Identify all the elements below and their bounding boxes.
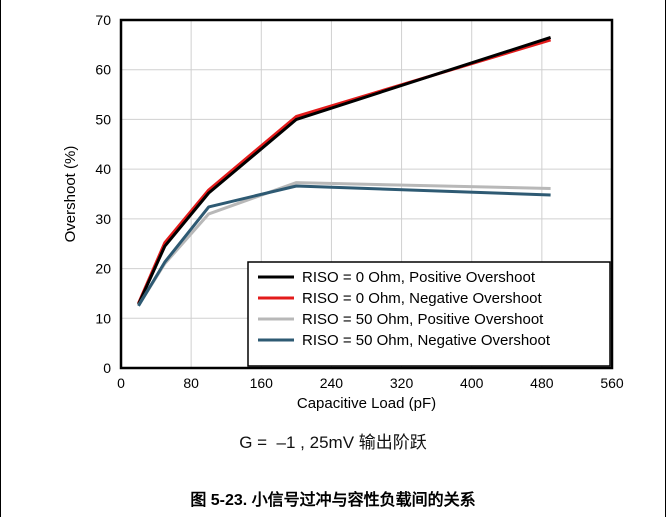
x-tick-label: 320 xyxy=(390,375,414,391)
x-tick-label: 480 xyxy=(530,375,554,391)
series-line-1 xyxy=(137,35,552,306)
x-tick-labels: 0 80 160 240 320 400 480 560 xyxy=(117,375,624,391)
y-tick-label: 60 xyxy=(95,62,111,78)
x-tick-label: 400 xyxy=(460,375,484,391)
y-tick-label: 10 xyxy=(95,310,111,326)
x-tick-label: 560 xyxy=(600,375,624,391)
y-tick-label: 0 xyxy=(103,360,111,376)
overshoot-chart: 0 80 160 240 320 400 480 560 0 10 20 30 40 50 60 70 Ca… xyxy=(62,12,624,412)
y-axis-label: Overshoot (%) xyxy=(62,146,79,243)
legend-label: RISO = 50 Ohm, Negative Overshoot xyxy=(302,332,551,349)
series-line-4 xyxy=(137,184,551,307)
legend-label: RISO = 0 Ohm, Negative Overshoot xyxy=(302,290,543,307)
series-lines xyxy=(137,35,552,307)
legend-label: RISO = 50 Ohm, Positive Overshoot xyxy=(302,311,544,328)
legend: RISO = 0 Ohm, Positive Overshoot RISO = 0… xyxy=(247,261,611,367)
x-axis-label: Capacitive Load (pF) xyxy=(297,395,436,412)
y-tick-label: 20 xyxy=(95,261,111,277)
y-tick-labels: 0 10 20 30 40 50 60 70 xyxy=(95,12,111,376)
test-condition: G = –1 , 25mV 输出阶跃 xyxy=(239,433,427,452)
y-tick-label: 50 xyxy=(95,111,111,127)
figure-caption: 图 5-23. 小信号过冲与容性负载间的关系 xyxy=(190,492,476,509)
plot-border xyxy=(119,18,614,370)
x-tick-label: 160 xyxy=(250,375,274,391)
y-tick-label: 70 xyxy=(95,12,111,28)
x-tick-label: 80 xyxy=(183,375,199,391)
legend-box xyxy=(247,261,611,367)
x-tick-label: 240 xyxy=(320,375,344,391)
x-tick-label: 0 xyxy=(117,375,125,391)
legend-label: RISO = 0 Ohm, Positive Overshoot xyxy=(302,269,536,286)
y-tick-label: 40 xyxy=(95,161,111,177)
y-tick-label: 30 xyxy=(95,211,111,227)
